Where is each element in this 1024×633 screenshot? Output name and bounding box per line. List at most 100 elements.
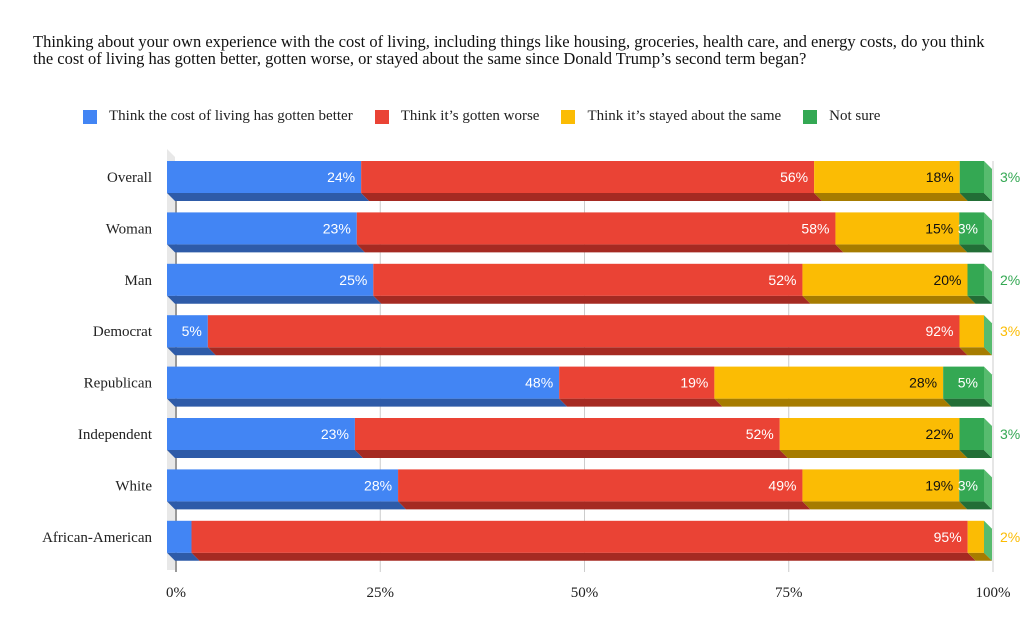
bar-depth bbox=[559, 398, 723, 407]
bar-segment bbox=[191, 520, 968, 553]
bar-depth bbox=[814, 193, 968, 201]
bar-depth bbox=[959, 193, 992, 201]
legend-label: Think the cost of living has gotten bett… bbox=[109, 108, 353, 124]
category-label: Republican bbox=[84, 376, 153, 392]
bar-segment bbox=[167, 469, 399, 502]
legend-label: Think it’s stayed about the same bbox=[587, 108, 782, 124]
data-label: 52% bbox=[768, 272, 796, 288]
bar-depth bbox=[167, 347, 216, 356]
category-label: Woman bbox=[106, 221, 153, 237]
legend-item-better[interactable]: Think the cost of living has gotten bett… bbox=[83, 108, 353, 125]
bar-segment bbox=[959, 418, 984, 450]
bar-depth bbox=[373, 295, 811, 304]
data-label: 58% bbox=[801, 220, 829, 236]
data-label: 3% bbox=[958, 477, 978, 493]
bar-segment bbox=[167, 212, 357, 245]
data-label: 25% bbox=[339, 272, 367, 288]
category-label: White bbox=[115, 478, 152, 494]
x-tick-label: 100% bbox=[976, 585, 1011, 601]
legend-label: Think it’s gotten worse bbox=[400, 108, 540, 124]
data-label: 24% bbox=[327, 169, 355, 185]
x-tick-label: 50% bbox=[571, 585, 599, 601]
bar-segment bbox=[373, 263, 803, 296]
bar-depth bbox=[802, 295, 976, 304]
bar-depth bbox=[167, 193, 370, 201]
bar-depth bbox=[356, 244, 844, 253]
bar-depth bbox=[167, 398, 568, 407]
bar-depth bbox=[959, 347, 992, 356]
bar-segment bbox=[167, 418, 355, 450]
data-label: 48% bbox=[525, 375, 553, 391]
bar-segment bbox=[559, 366, 715, 399]
bar-segment bbox=[398, 469, 803, 502]
legend-swatch bbox=[374, 109, 389, 124]
data-label-outside: 3% bbox=[1000, 169, 1020, 185]
bar-side bbox=[984, 161, 992, 201]
data-label: 28% bbox=[909, 375, 937, 391]
data-label: 23% bbox=[323, 220, 351, 236]
data-label: 23% bbox=[321, 426, 349, 442]
data-label-outside: 2% bbox=[1000, 272, 1020, 288]
bar-depth bbox=[361, 193, 823, 201]
bar-depth bbox=[167, 244, 365, 253]
bar-segment bbox=[779, 418, 960, 450]
bar-depth bbox=[802, 501, 968, 510]
bar-segment bbox=[207, 315, 960, 348]
bar-side bbox=[984, 520, 992, 561]
bar-segment bbox=[835, 212, 960, 245]
bar-segment bbox=[943, 366, 984, 399]
x-tick-label: 0% bbox=[166, 585, 186, 601]
bar-side bbox=[984, 315, 992, 356]
bar-segment bbox=[959, 212, 984, 245]
bar-segment bbox=[714, 366, 944, 399]
data-label: 49% bbox=[768, 477, 796, 493]
chart-title: Thinking about your own experience with … bbox=[33, 32, 985, 68]
legend-swatch bbox=[561, 109, 576, 124]
data-label-outside: 3% bbox=[1000, 323, 1020, 339]
legend: Think the cost of living has gotten bett… bbox=[83, 108, 902, 125]
bar-depth bbox=[959, 244, 992, 253]
bar-depth bbox=[167, 501, 407, 510]
bar-segment bbox=[356, 212, 836, 245]
category-label: African-American bbox=[42, 530, 152, 546]
bar-segment bbox=[814, 161, 960, 193]
bar-depth bbox=[167, 552, 200, 561]
legend-item-worse[interactable]: Think it’s gotten worse bbox=[374, 108, 540, 125]
legend-label: Not sure bbox=[829, 108, 881, 124]
bar-segment bbox=[967, 263, 984, 296]
bar-depth bbox=[967, 552, 992, 561]
legend-item-same[interactable]: Think it’s stayed about the same bbox=[561, 108, 781, 125]
bar-segment bbox=[959, 469, 984, 502]
data-label: 95% bbox=[934, 529, 962, 545]
data-label-outside: 2% bbox=[1000, 529, 1020, 545]
bar-segment bbox=[967, 520, 984, 553]
bar-depth bbox=[354, 450, 788, 458]
bar-segment bbox=[802, 263, 968, 296]
data-label: 3% bbox=[958, 220, 978, 236]
x-tick-label: 75% bbox=[775, 585, 803, 601]
bar-depth bbox=[207, 347, 968, 356]
bar-depth bbox=[959, 450, 992, 458]
data-label: 22% bbox=[925, 426, 953, 442]
data-label: 15% bbox=[925, 220, 953, 236]
bar-side bbox=[984, 263, 992, 304]
bar-segment bbox=[959, 315, 984, 348]
data-label: 28% bbox=[364, 477, 392, 493]
data-label: 92% bbox=[925, 323, 953, 339]
data-label: 56% bbox=[780, 169, 808, 185]
bar-depth bbox=[398, 501, 811, 510]
category-label: Overall bbox=[107, 170, 152, 186]
bar-segment bbox=[802, 469, 960, 502]
legend-item-not-sure[interactable]: Not sure bbox=[803, 108, 880, 125]
bar-segment bbox=[167, 263, 374, 296]
data-label: 18% bbox=[926, 169, 954, 185]
data-label-outside: 3% bbox=[1000, 426, 1020, 442]
legend-swatch bbox=[83, 109, 97, 124]
bar-depth bbox=[167, 450, 363, 458]
bar-segment bbox=[167, 366, 560, 399]
bar-segment bbox=[167, 161, 362, 193]
bar-segment bbox=[354, 418, 780, 450]
bar-segment bbox=[167, 520, 192, 553]
data-label: 20% bbox=[933, 272, 961, 288]
